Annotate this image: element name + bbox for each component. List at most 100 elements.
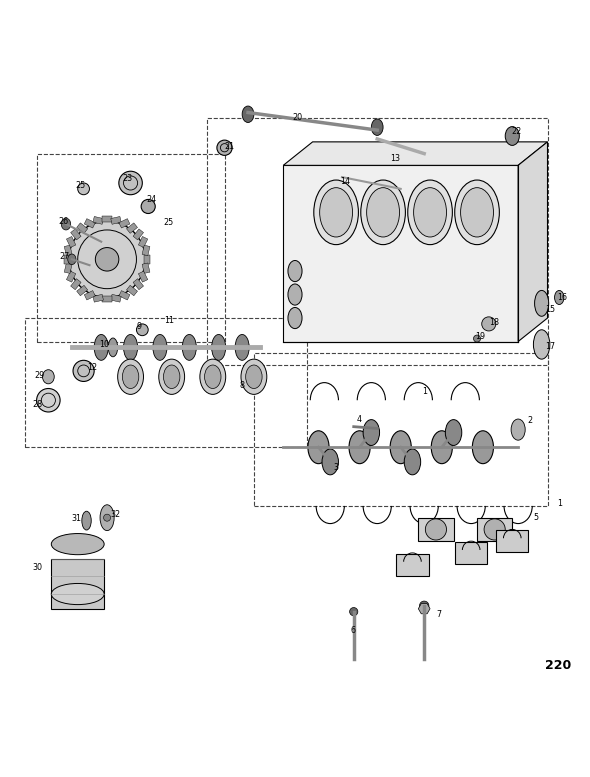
Bar <box>25 318 307 448</box>
Text: 2: 2 <box>527 416 532 425</box>
Circle shape <box>141 200 155 214</box>
Bar <box>119 218 130 228</box>
Circle shape <box>474 335 481 342</box>
Ellipse shape <box>205 365 221 388</box>
Text: 17: 17 <box>545 342 556 350</box>
Ellipse shape <box>350 608 358 615</box>
Bar <box>84 218 95 228</box>
Ellipse shape <box>200 359 226 395</box>
Ellipse shape <box>51 584 104 605</box>
Bar <box>64 263 72 274</box>
Bar <box>111 217 121 225</box>
Text: 6: 6 <box>350 626 355 635</box>
Bar <box>64 246 72 256</box>
Polygon shape <box>518 142 548 342</box>
Ellipse shape <box>159 359 185 395</box>
Bar <box>111 294 121 302</box>
Circle shape <box>217 140 232 155</box>
Bar <box>477 517 512 541</box>
Ellipse shape <box>308 430 329 464</box>
Ellipse shape <box>122 365 139 388</box>
Bar <box>144 255 150 264</box>
Text: 10: 10 <box>99 340 109 349</box>
Text: 14: 14 <box>340 177 350 186</box>
Ellipse shape <box>484 519 505 540</box>
Text: 25: 25 <box>163 218 174 228</box>
Ellipse shape <box>419 601 429 611</box>
Circle shape <box>78 183 90 195</box>
Text: 29: 29 <box>34 371 45 380</box>
Ellipse shape <box>414 188 447 237</box>
Text: 19: 19 <box>475 333 485 341</box>
Ellipse shape <box>431 430 453 464</box>
Text: 220: 220 <box>545 659 571 671</box>
Ellipse shape <box>461 188 493 237</box>
Circle shape <box>96 248 119 271</box>
Bar <box>139 271 148 282</box>
Text: 24: 24 <box>146 195 156 204</box>
Polygon shape <box>418 604 430 614</box>
Bar <box>64 255 70 264</box>
Ellipse shape <box>555 291 564 305</box>
Text: 16: 16 <box>557 293 567 302</box>
Ellipse shape <box>473 430 493 464</box>
Text: 20: 20 <box>293 113 303 122</box>
Bar <box>77 285 88 296</box>
Bar <box>51 559 104 608</box>
Ellipse shape <box>153 334 167 361</box>
Ellipse shape <box>511 419 525 441</box>
Text: 28: 28 <box>32 400 43 409</box>
Bar <box>103 217 112 222</box>
Text: 3: 3 <box>333 463 339 472</box>
Bar <box>142 246 150 256</box>
Text: 9: 9 <box>137 322 142 331</box>
Bar <box>139 236 148 248</box>
Circle shape <box>37 388 60 412</box>
Ellipse shape <box>123 334 137 361</box>
Circle shape <box>482 317 496 331</box>
Text: 32: 32 <box>111 510 121 519</box>
Ellipse shape <box>360 180 405 245</box>
Bar <box>133 279 143 290</box>
Ellipse shape <box>100 505 114 531</box>
Bar <box>254 354 548 506</box>
Ellipse shape <box>235 334 249 361</box>
Ellipse shape <box>163 365 180 388</box>
Bar <box>93 217 103 225</box>
Ellipse shape <box>182 334 196 361</box>
Bar <box>77 223 88 233</box>
Text: 22: 22 <box>512 127 522 136</box>
Ellipse shape <box>533 329 550 359</box>
Bar <box>103 296 112 302</box>
Circle shape <box>136 324 148 336</box>
Bar <box>71 229 81 240</box>
Circle shape <box>73 361 94 382</box>
Text: 31: 31 <box>71 514 81 524</box>
Ellipse shape <box>445 420 462 445</box>
Ellipse shape <box>320 188 353 237</box>
Bar <box>496 530 529 552</box>
Ellipse shape <box>349 430 370 464</box>
Bar <box>142 263 150 274</box>
Text: 30: 30 <box>33 563 43 572</box>
Ellipse shape <box>288 308 302 329</box>
Ellipse shape <box>366 188 399 237</box>
Ellipse shape <box>314 180 358 245</box>
Circle shape <box>69 221 145 298</box>
Text: 13: 13 <box>390 154 400 163</box>
Text: 4: 4 <box>357 415 362 423</box>
Text: 7: 7 <box>437 610 441 619</box>
Text: 11: 11 <box>164 316 173 326</box>
Ellipse shape <box>322 449 339 475</box>
Text: 26: 26 <box>58 217 68 225</box>
Polygon shape <box>283 166 518 342</box>
Text: 27: 27 <box>60 252 70 261</box>
Ellipse shape <box>455 180 499 245</box>
Bar <box>67 236 76 248</box>
Ellipse shape <box>535 291 549 316</box>
Bar <box>71 279 81 290</box>
Ellipse shape <box>245 365 262 388</box>
Ellipse shape <box>408 180 453 245</box>
Ellipse shape <box>241 359 267 395</box>
Ellipse shape <box>288 260 302 281</box>
